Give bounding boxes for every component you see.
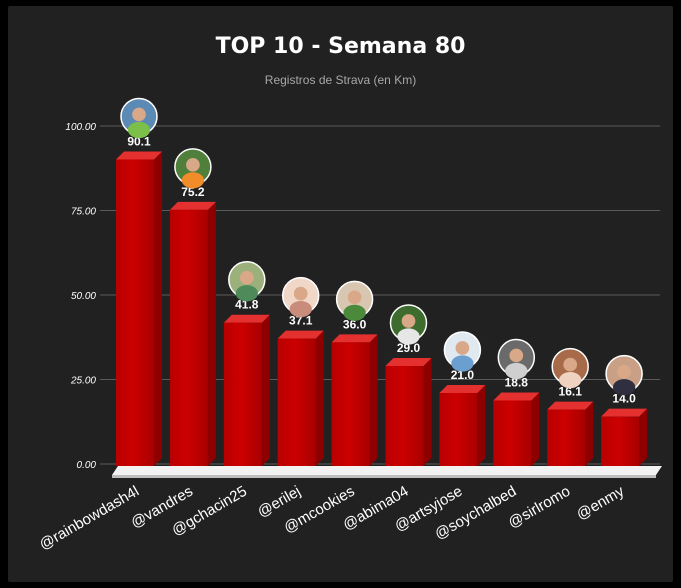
woman-smiling-avatar	[551, 347, 589, 389]
bar	[116, 159, 154, 466]
avatar-face	[293, 286, 308, 301]
data-label: 90.1	[127, 134, 151, 148]
avatar-face	[132, 107, 146, 122]
bar	[439, 393, 478, 466]
avatar-body	[397, 328, 420, 345]
data-label: 18.8	[505, 375, 529, 389]
y-tick-label: 50.00	[71, 291, 96, 302]
bar	[547, 409, 586, 466]
bar-top	[331, 334, 378, 343]
bar-side	[423, 357, 432, 466]
y-tick-label: 100.00	[65, 122, 96, 133]
bar-side	[531, 392, 540, 466]
data-label: 21.0	[451, 368, 475, 382]
avatar-body	[559, 371, 582, 389]
bar-side	[639, 408, 648, 466]
bar-side	[315, 330, 324, 466]
data-label: 16.1	[559, 385, 583, 399]
chart-floor-edge	[112, 475, 656, 478]
x-tick-label: @rainbowdash4l	[37, 483, 142, 554]
bar-top	[439, 385, 486, 394]
bar	[493, 400, 532, 466]
bar-top	[601, 408, 648, 417]
bar-side	[585, 401, 594, 466]
avatar-body	[127, 121, 151, 139]
bar	[223, 322, 262, 466]
bar-top	[493, 392, 540, 401]
avatar-face	[239, 270, 254, 285]
bar	[277, 338, 316, 466]
avatar-body	[343, 304, 366, 321]
bar-side	[477, 385, 486, 466]
woman-dark-hair-avatar	[605, 354, 643, 396]
avatar-body	[181, 172, 205, 189]
bar-top	[169, 201, 216, 210]
man-outdoor-avatar	[174, 148, 212, 189]
chart-title: TOP 10 - Semana 80	[215, 34, 466, 59]
avatar-body	[235, 285, 258, 302]
bar-top	[547, 401, 594, 410]
data-label: 41.8	[235, 298, 259, 312]
y-tick-label: 25.00	[70, 376, 96, 387]
man-bald-avatar	[497, 338, 536, 380]
bar-side	[207, 201, 216, 466]
bar	[385, 365, 424, 466]
x-tick-label: @enmy	[574, 482, 628, 523]
data-label: 36.0	[343, 317, 367, 331]
avatar-body	[289, 301, 312, 318]
runner-avatar	[120, 97, 158, 139]
data-label: 14.0	[612, 392, 636, 406]
y-tick-label: 75.00	[71, 207, 96, 218]
bar-top	[277, 330, 324, 339]
bar	[331, 342, 370, 466]
avatar-body	[612, 379, 636, 396]
man-cap-avatar	[443, 331, 482, 372]
avatar-face	[347, 290, 362, 305]
y-tick-label: 0.00	[77, 460, 97, 471]
x-tick-label: @sirlromo	[505, 483, 573, 532]
chart-floor	[112, 466, 662, 475]
avatar-body	[505, 362, 528, 380]
avatar-face	[563, 357, 578, 372]
man-forest-avatar	[228, 260, 266, 302]
chart-subtitle: Registros de Strava (en Km)	[264, 73, 417, 87]
bar	[169, 209, 208, 466]
man-standing-avatar	[389, 304, 428, 345]
avatar-face	[401, 314, 416, 328]
bar-side	[369, 334, 378, 466]
data-label: 37.1	[289, 314, 313, 328]
bar	[601, 416, 640, 466]
bar-top	[385, 357, 432, 366]
avatar-face	[509, 348, 524, 363]
data-label: 29.0	[397, 341, 421, 355]
avatar-face	[186, 157, 200, 172]
bar-top	[116, 151, 162, 160]
woman-garden-avatar	[335, 280, 374, 321]
bar-top	[223, 314, 270, 323]
avatar-face	[617, 364, 631, 379]
bar-side	[261, 314, 270, 466]
woman-avatar	[281, 276, 320, 318]
bar-side	[154, 151, 162, 466]
data-label: 75.2	[181, 185, 205, 199]
avatar-body	[451, 355, 474, 372]
avatar-face	[455, 341, 470, 355]
